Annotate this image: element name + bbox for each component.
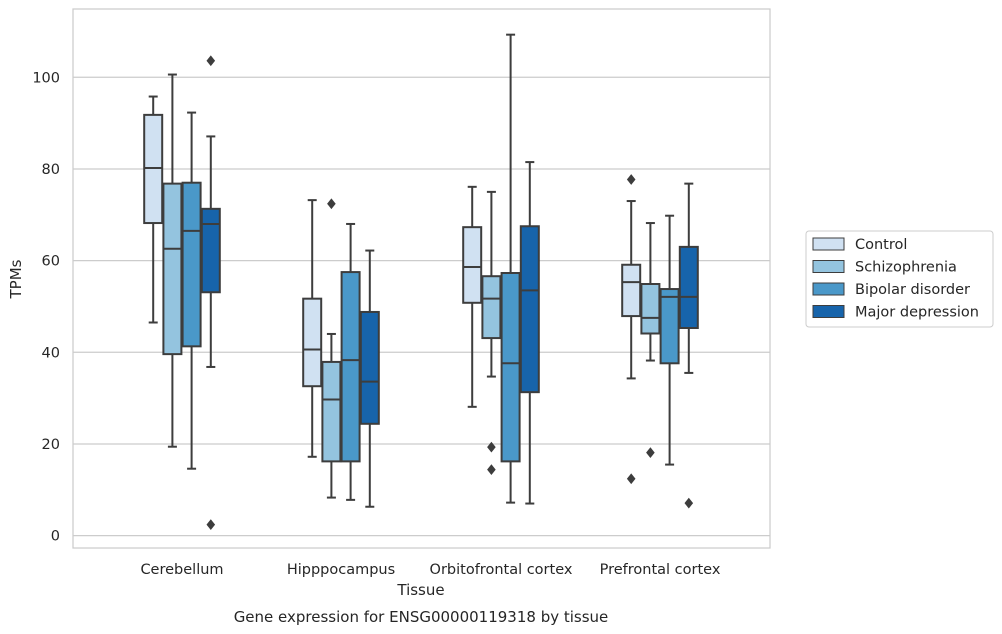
iqr-box bbox=[481, 275, 502, 340]
iqr-box bbox=[519, 225, 540, 394]
y-tick-label: 20 bbox=[42, 437, 60, 453]
iqr-box bbox=[302, 297, 323, 388]
legend-swatch bbox=[812, 260, 845, 273]
iqr-box bbox=[162, 182, 183, 356]
legend-swatch bbox=[812, 237, 845, 251]
y-tick-label: 100 bbox=[32, 70, 60, 86]
box-control bbox=[143, 95, 164, 324]
outlier-point bbox=[206, 519, 216, 530]
box-control bbox=[462, 185, 483, 408]
iqr-box bbox=[640, 283, 661, 335]
x-tick-label: Cerebellum bbox=[140, 562, 223, 578]
box-major-depression bbox=[519, 161, 540, 505]
iqr-box bbox=[181, 181, 202, 348]
x-tick-label: Prefrontal cortex bbox=[600, 562, 721, 578]
box-major-depression bbox=[200, 55, 221, 530]
iqr-box bbox=[340, 271, 361, 463]
box-control bbox=[621, 174, 642, 485]
legend-label: Major depression bbox=[855, 305, 979, 321]
box-bipolar-disorder bbox=[500, 33, 521, 504]
y-axis-ticks: 0 20 40 60 80 100 bbox=[32, 70, 60, 544]
iqr-box bbox=[462, 226, 483, 304]
plot-frame bbox=[72, 8, 771, 549]
plot-area bbox=[143, 33, 699, 530]
box-schizophrenia bbox=[162, 73, 183, 448]
box-bipolar-disorder bbox=[181, 111, 202, 470]
outlier-point bbox=[626, 174, 636, 185]
legend-entries: Control Schizophrenia Bipolar disorder Majo… bbox=[812, 237, 979, 321]
y-tick-label: 0 bbox=[51, 529, 60, 545]
box-major-depression bbox=[359, 249, 380, 508]
outlier-point bbox=[327, 198, 336, 210]
box-schizophrenia bbox=[481, 190, 502, 475]
box-bipolar-disorder bbox=[659, 214, 680, 466]
box-schizophrenia bbox=[321, 198, 342, 499]
iqr-box bbox=[359, 310, 380, 425]
outlier-point bbox=[206, 55, 216, 67]
iqr-box bbox=[621, 263, 642, 318]
x-tick-label: Orbitofrontal cortex bbox=[430, 562, 573, 578]
outlier-point bbox=[684, 497, 694, 509]
box-control bbox=[302, 199, 323, 458]
y-tick-label: 40 bbox=[42, 345, 60, 361]
iqr-box bbox=[500, 272, 521, 463]
legend-swatch bbox=[812, 305, 845, 318]
legend-label: Bipolar disorder bbox=[855, 282, 970, 298]
box-major-depression bbox=[678, 182, 699, 509]
outlier-point bbox=[646, 447, 655, 459]
legend-label: Schizophrenia bbox=[855, 260, 957, 276]
outlier-point bbox=[487, 441, 496, 453]
x-axis-label: Tissue bbox=[396, 581, 444, 599]
iqr-box bbox=[321, 360, 342, 463]
x-tick-label: Hipppocampus bbox=[287, 562, 395, 578]
iqr-box bbox=[678, 245, 699, 329]
y-tick-label: 60 bbox=[42, 254, 60, 270]
box-bipolar-disorder bbox=[340, 222, 361, 501]
legend: Control Schizophrenia Bipolar disorder Majo… bbox=[805, 230, 994, 328]
iqr-box bbox=[200, 207, 221, 294]
x-axis-ticks: Cerebellum Hipppocampus Orbitofrontal cort… bbox=[140, 562, 720, 578]
legend-frame bbox=[805, 230, 994, 328]
outlier-point bbox=[626, 473, 636, 485]
figure-caption: Gene expression for ENSG00000119318 by t… bbox=[234, 608, 609, 626]
iqr-box bbox=[659, 288, 680, 365]
box-schizophrenia bbox=[640, 222, 661, 459]
y-axis-label: TPMs bbox=[7, 259, 25, 299]
legend-swatch bbox=[812, 282, 845, 296]
outlier-point bbox=[487, 464, 496, 475]
y-tick-label: 80 bbox=[42, 162, 60, 178]
legend-label: Control bbox=[855, 237, 907, 253]
